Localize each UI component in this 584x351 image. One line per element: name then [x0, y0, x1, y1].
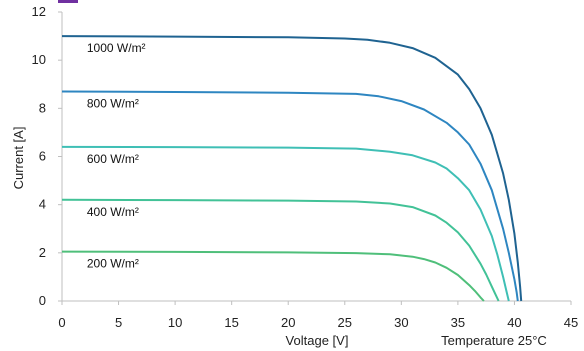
- series-line-4: [61, 250, 485, 302]
- y-tick-label: 2: [39, 245, 46, 260]
- x-tick-label: 5: [115, 315, 122, 330]
- y-ticks: 0 2 4 6 8 10 12: [32, 4, 62, 308]
- series-group: [61, 35, 523, 302]
- x-tick-label: 20: [281, 315, 295, 330]
- series-label-2: 600 W/m²: [87, 152, 139, 166]
- y-tick-label: 8: [39, 100, 46, 115]
- series-line-3: [61, 198, 500, 302]
- x-axis-title: Voltage [V]: [286, 333, 349, 348]
- x-tick-label: 25: [338, 315, 352, 330]
- y-tick-label: 0: [39, 293, 46, 308]
- x-tick-label: 0: [58, 315, 65, 330]
- y-tick-label: 12: [32, 4, 46, 19]
- x-tick-label: 15: [224, 315, 238, 330]
- accent-bar: [58, 0, 78, 3]
- series-label-3: 400 W/m²: [87, 205, 139, 219]
- y-axis-title: Current [A]: [11, 127, 26, 190]
- series-label-1: 800 W/m²: [87, 96, 139, 110]
- x-tick-label: 45: [564, 315, 578, 330]
- x-tick-label: 10: [168, 315, 182, 330]
- y-tick-label: 6: [39, 149, 46, 164]
- curve-labels: 1000 W/m² 800 W/m² 600 W/m² 400 W/m² 200 W/m…: [87, 41, 146, 271]
- series-line-0: [61, 35, 523, 302]
- x-tick-label: 30: [394, 315, 408, 330]
- y-tick-label: 4: [39, 197, 46, 212]
- y-tick-label: 10: [32, 52, 46, 67]
- series-label-4: 200 W/m²: [87, 257, 139, 271]
- series-line-1: [61, 90, 519, 302]
- x-tick-label: 35: [451, 315, 465, 330]
- x-ticks: 0 5 10 15 20 25 30 35 40 45: [58, 301, 578, 330]
- temperature-note: Temperature 25°C: [441, 333, 547, 348]
- series-label-0: 1000 W/m²: [87, 41, 146, 55]
- x-tick-label: 40: [507, 315, 521, 330]
- series-line-2: [61, 145, 510, 302]
